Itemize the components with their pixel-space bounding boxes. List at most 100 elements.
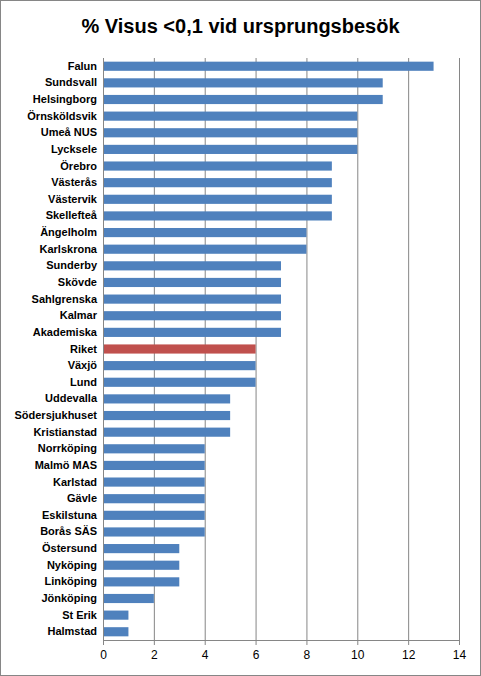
tick: Skellefteå bbox=[46, 209, 103, 221]
bar bbox=[103, 228, 306, 237]
tick-label: 4 bbox=[202, 648, 209, 662]
tick: Nyköping bbox=[47, 559, 103, 571]
tick: Norrköping bbox=[38, 442, 103, 454]
bar bbox=[103, 112, 357, 121]
tick-label: 2 bbox=[151, 648, 158, 662]
y-axis: Falun Sundsvall Helsingborg Örnsköldsvik Ume… bbox=[14, 59, 103, 641]
tick: Örebro bbox=[60, 160, 103, 172]
tick-label: 8 bbox=[304, 648, 311, 662]
tick: Borås SÄS bbox=[40, 525, 103, 537]
tick: 0 bbox=[100, 640, 107, 662]
tick: 14 bbox=[453, 640, 467, 662]
tick-label: 12 bbox=[402, 648, 416, 662]
category-label: Helsingborg bbox=[33, 93, 97, 105]
tick: Falun bbox=[68, 60, 103, 72]
category-label: Södersjukhuset bbox=[14, 409, 97, 421]
tick: Akademiska bbox=[33, 326, 103, 338]
tick: Sundsvall bbox=[45, 76, 103, 88]
category-label: Lycksele bbox=[51, 143, 97, 155]
tick: 2 bbox=[151, 640, 158, 662]
bar bbox=[103, 461, 205, 470]
category-label: Uddevalla bbox=[45, 392, 98, 404]
bar bbox=[103, 411, 230, 420]
tick: Umeå NUS bbox=[41, 126, 103, 138]
tick: 8 bbox=[304, 640, 311, 662]
chart-frame bbox=[1, 1, 481, 676]
bar bbox=[103, 511, 205, 520]
tick: St Erik bbox=[62, 609, 103, 621]
category-label: Gävle bbox=[67, 492, 97, 504]
tick: Gävle bbox=[67, 492, 103, 504]
category-label: Karlstad bbox=[53, 476, 97, 488]
tick: Uddevalla bbox=[45, 392, 103, 404]
category-label: Malmö MAS bbox=[35, 459, 97, 471]
category-label: Sundsvall bbox=[45, 76, 97, 88]
tick: Malmö MAS bbox=[35, 459, 103, 471]
tick: Riket bbox=[70, 343, 103, 355]
bar bbox=[103, 477, 205, 486]
bar bbox=[103, 577, 179, 586]
bar bbox=[103, 361, 256, 370]
plot: 0 2 4 6 8 10 12 14 Falun Sundsvall Helsingborg Örns… bbox=[14, 58, 466, 662]
category-label: Kalmar bbox=[60, 309, 98, 321]
tick: Linköping bbox=[44, 575, 103, 587]
bar bbox=[103, 145, 357, 154]
category-label: Lund bbox=[70, 376, 97, 388]
tick-label: 14 bbox=[453, 648, 467, 662]
grid-line bbox=[357, 58, 358, 640]
tick: Västerås bbox=[51, 176, 103, 188]
tick: Karlstad bbox=[53, 476, 103, 488]
category-label: Halmstad bbox=[47, 625, 97, 637]
bar bbox=[103, 195, 332, 204]
category-label: Falun bbox=[68, 60, 98, 72]
bar bbox=[103, 95, 383, 104]
category-label: Akademiska bbox=[33, 326, 98, 338]
tick-mark bbox=[256, 640, 257, 645]
category-label: Växjö bbox=[68, 359, 98, 371]
tick-mark bbox=[459, 640, 460, 645]
x-axis: 0 2 4 6 8 10 12 14 bbox=[100, 640, 466, 662]
grid bbox=[104, 58, 460, 640]
grid-line bbox=[459, 58, 460, 640]
tick: Karlskrona bbox=[40, 243, 103, 255]
axis-line bbox=[103, 59, 104, 641]
bar bbox=[103, 311, 281, 320]
grid-line bbox=[408, 58, 409, 640]
tick-mark bbox=[103, 640, 104, 645]
tick: 6 bbox=[253, 640, 260, 662]
tick-mark bbox=[205, 640, 206, 645]
tick-label: 10 bbox=[351, 648, 365, 662]
category-label: Sunderby bbox=[46, 259, 98, 271]
tick-label: 0 bbox=[100, 648, 107, 662]
category-label: Skellefteå bbox=[46, 209, 98, 221]
category-label: Östersund bbox=[42, 542, 97, 554]
category-label: Eskilstuna bbox=[42, 509, 98, 521]
bar bbox=[103, 128, 357, 137]
bar bbox=[103, 161, 332, 170]
category-label: Västerås bbox=[51, 176, 97, 188]
tick-mark bbox=[357, 640, 358, 645]
tick: Jönköping bbox=[41, 592, 103, 604]
category-label: Linköping bbox=[44, 575, 97, 587]
tick: Örnsköldsvik bbox=[27, 110, 103, 122]
tick: 12 bbox=[402, 640, 416, 662]
bar bbox=[103, 428, 230, 437]
bar bbox=[103, 611, 128, 620]
category-label: Sahlgrenska bbox=[32, 293, 98, 305]
tick: Sunderby bbox=[46, 259, 103, 271]
tick: Lund bbox=[70, 376, 103, 388]
bar bbox=[103, 78, 383, 87]
chart: % Visus <0,1 vid ursprungsbesök024681012… bbox=[0, 0, 481, 676]
tick: Lycksele bbox=[51, 143, 103, 155]
bar bbox=[103, 178, 332, 187]
bar bbox=[103, 245, 306, 254]
category-label: Umeå NUS bbox=[41, 126, 97, 138]
bars bbox=[103, 62, 434, 637]
category-label: Skövde bbox=[58, 276, 97, 288]
axis-line bbox=[104, 640, 460, 641]
tick: Västervik bbox=[48, 193, 103, 205]
tick-label: 6 bbox=[253, 648, 260, 662]
bar bbox=[103, 394, 230, 403]
bar bbox=[103, 594, 154, 603]
category-label: Karlskrona bbox=[40, 243, 98, 255]
